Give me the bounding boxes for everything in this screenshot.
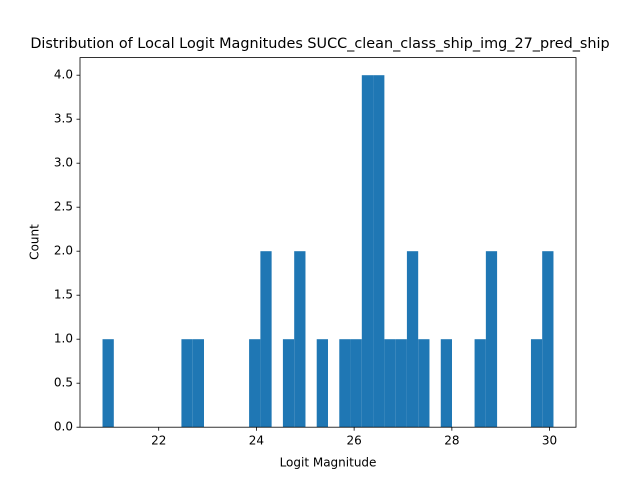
y-axis-label: Count [28,224,42,260]
y-tick-label: 1.5 [54,288,73,302]
bar [249,339,261,428]
bar [260,251,272,428]
bar [440,339,452,428]
y-tick-label: 2.5 [54,200,73,214]
bar [192,339,204,428]
bar [542,251,554,428]
bar [316,339,328,428]
bar [474,339,486,428]
y-tick-label: 3.0 [54,156,73,170]
x-tick-label: 28 [444,434,459,448]
x-tick-label: 22 [151,434,166,448]
x-tick-label: 26 [346,434,361,448]
bar [418,339,430,428]
bar [350,339,362,428]
y-tick-label: 0.0 [54,420,73,434]
bar [282,339,295,428]
bar [339,339,351,428]
y-tick-label: 0.5 [54,376,73,390]
bar [384,339,396,428]
chart-title: Distribution of Local Logit Magnitudes S… [30,36,609,52]
y-tick-label: 2.0 [54,244,73,258]
x-tick-label: 30 [542,434,557,448]
bar [395,339,407,428]
y-tick-label: 4.0 [54,68,73,82]
x-axis-label: Logit Magnitude [280,456,377,470]
y-tick-label: 3.5 [54,112,73,126]
axes-frame [79,57,577,428]
bar [361,75,374,428]
bar [294,251,306,428]
bar [530,339,543,428]
y-tick-label: 1.0 [54,332,73,346]
bar [485,251,498,428]
bar [406,251,419,428]
bar [181,339,193,428]
bar [373,75,385,428]
bar [102,339,114,428]
x-tick-label: 24 [249,434,264,448]
